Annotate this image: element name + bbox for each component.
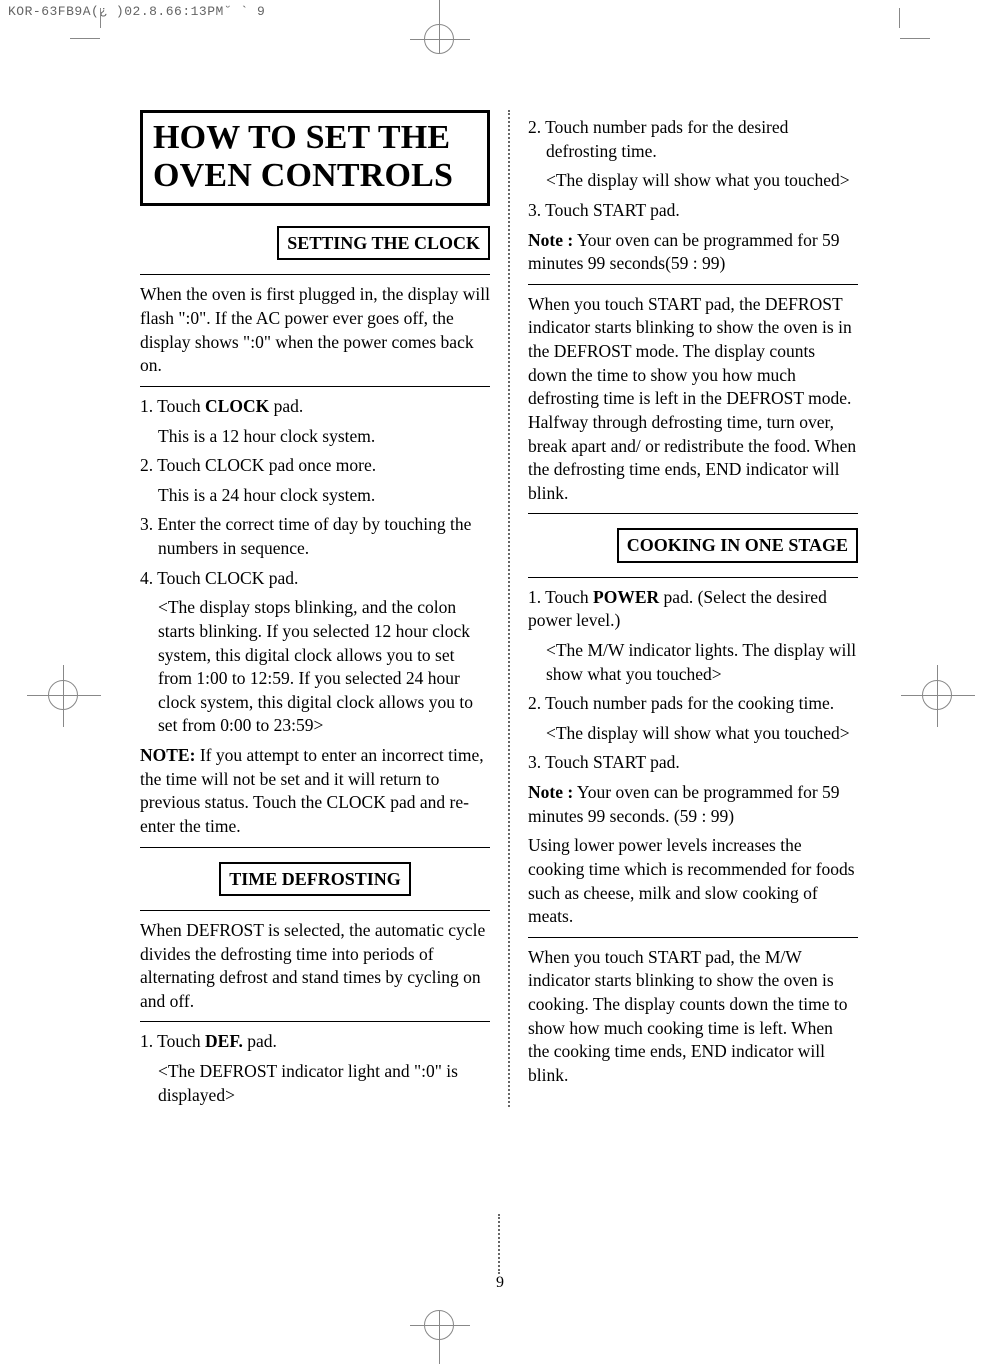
cook-step-1-sub: <The M/W indicator lights. The display w… (528, 639, 858, 686)
section-setting-clock-wrap: SETTING THE CLOCK (140, 220, 490, 266)
cook-step-3: 3. Touch START pad. (528, 751, 858, 775)
defrost-step-3: 3. Touch START pad. (528, 199, 858, 223)
cook-explain: When you touch START pad, the M/W indica… (528, 946, 858, 1088)
rule (528, 577, 858, 578)
main-title: HOW TO SET THE OVEN CONTROLS (153, 119, 477, 195)
page-sheet: KOR-63FB9A(¿ )02.8.66:13PM˘ ` 9 HOW TO S… (0, 0, 1000, 1364)
rule (528, 937, 858, 938)
note-block: NOTE: If you attempt to enter an incorre… (140, 744, 490, 839)
rule (140, 847, 490, 848)
rule (528, 284, 858, 285)
step-2-sub: This is a 24 hour clock system. (140, 484, 490, 508)
main-title-box: HOW TO SET THE OVEN CONTROLS (140, 110, 490, 206)
step-2: 2. Touch CLOCK pad once more. (140, 454, 490, 478)
right-column: 2. Touch number pads for the desired def… (508, 110, 858, 1107)
defrost-explain: When you touch START pad, the DEFROST in… (528, 293, 858, 506)
step-4-sub: <The display stops blinking, and the col… (140, 596, 490, 738)
rule (140, 386, 490, 387)
cook-note: Note : Your oven can be programmed for 5… (528, 781, 858, 828)
section-time-defrosting-wrap: TIME DEFROSTING (140, 856, 490, 902)
left-column: HOW TO SET THE OVEN CONTROLS SETTING THE… (140, 110, 490, 1107)
defrost-intro: When DEFROST is selected, the automatic … (140, 919, 490, 1014)
rule (140, 1021, 490, 1022)
content-area: HOW TO SET THE OVEN CONTROLS SETTING THE… (140, 110, 860, 1107)
cook-step-1: 1. Touch POWER pad. (Select the desired … (528, 586, 858, 633)
defrost-step-2: 2. Touch number pads for the desired def… (528, 116, 858, 163)
page-number: 9 (0, 1274, 1000, 1292)
setting-clock-intro: When the oven is first plugged in, the d… (140, 283, 490, 378)
crop-corner-tl (100, 28, 140, 68)
step-4: 4. Touch CLOCK pad. (140, 567, 490, 591)
defrost-step-1: 1. Touch DEF. pad. (140, 1030, 490, 1054)
rule (140, 274, 490, 275)
column-divider-trail (498, 1214, 500, 1274)
crop-corner-tr (860, 28, 900, 68)
defrost-note: Note : Your oven can be programmed for 5… (528, 229, 858, 276)
section-setting-clock: SETTING THE CLOCK (277, 226, 490, 260)
cook-step-2-sub: <The display will show what you touched> (528, 722, 858, 746)
rule (528, 513, 858, 514)
crop-mark-left (48, 680, 78, 710)
cook-note-cont: Using lower power levels increases the c… (528, 834, 858, 929)
cook-step-2: 2. Touch number pads for the cooking tim… (528, 692, 858, 716)
step-3: 3. Enter the correct time of day by touc… (140, 513, 490, 560)
crop-mark-right (922, 680, 952, 710)
defrost-step-1-sub: <The DEFROST indicator light and ":0" is… (140, 1060, 490, 1107)
file-header: KOR-63FB9A(¿ )02.8.66:13PM˘ ` 9 (0, 0, 1000, 23)
section-cooking-wrap: COOKING IN ONE STAGE (528, 522, 858, 568)
rule (140, 910, 490, 911)
section-cooking-one-stage: COOKING IN ONE STAGE (617, 528, 858, 562)
step-1: 1. Touch CLOCK pad. (140, 395, 490, 419)
crop-mark-bottom (410, 1304, 470, 1364)
defrost-step-2-sub: <The display will show what you touched> (528, 169, 858, 193)
section-time-defrosting: TIME DEFROSTING (219, 862, 411, 896)
step-1-sub: This is a 12 hour clock system. (140, 425, 490, 449)
